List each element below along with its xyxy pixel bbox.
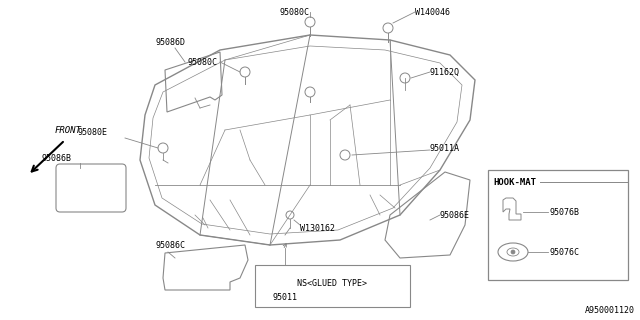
Text: W140046: W140046 <box>415 8 450 17</box>
Text: 95080C: 95080C <box>280 8 310 17</box>
Text: 95076C: 95076C <box>550 247 580 257</box>
Text: 95011: 95011 <box>273 293 298 302</box>
Text: 95086C: 95086C <box>155 241 185 250</box>
Text: 95086B: 95086B <box>42 154 72 163</box>
Text: 95086D: 95086D <box>155 37 185 46</box>
Text: 95076B: 95076B <box>550 207 580 217</box>
Text: 95080C: 95080C <box>188 58 218 67</box>
Text: 91162Q: 91162Q <box>430 68 460 76</box>
Circle shape <box>511 250 515 254</box>
Text: HOOK-MAT: HOOK-MAT <box>493 178 536 187</box>
Text: FRONT: FRONT <box>55 126 82 135</box>
Text: A950001120: A950001120 <box>585 306 635 315</box>
Text: 95011A: 95011A <box>430 143 460 153</box>
Text: 95080E: 95080E <box>78 127 108 137</box>
Text: NS<GLUED TYPE>: NS<GLUED TYPE> <box>297 278 367 287</box>
Text: 95086E: 95086E <box>440 211 470 220</box>
Text: W130162: W130162 <box>300 223 335 233</box>
